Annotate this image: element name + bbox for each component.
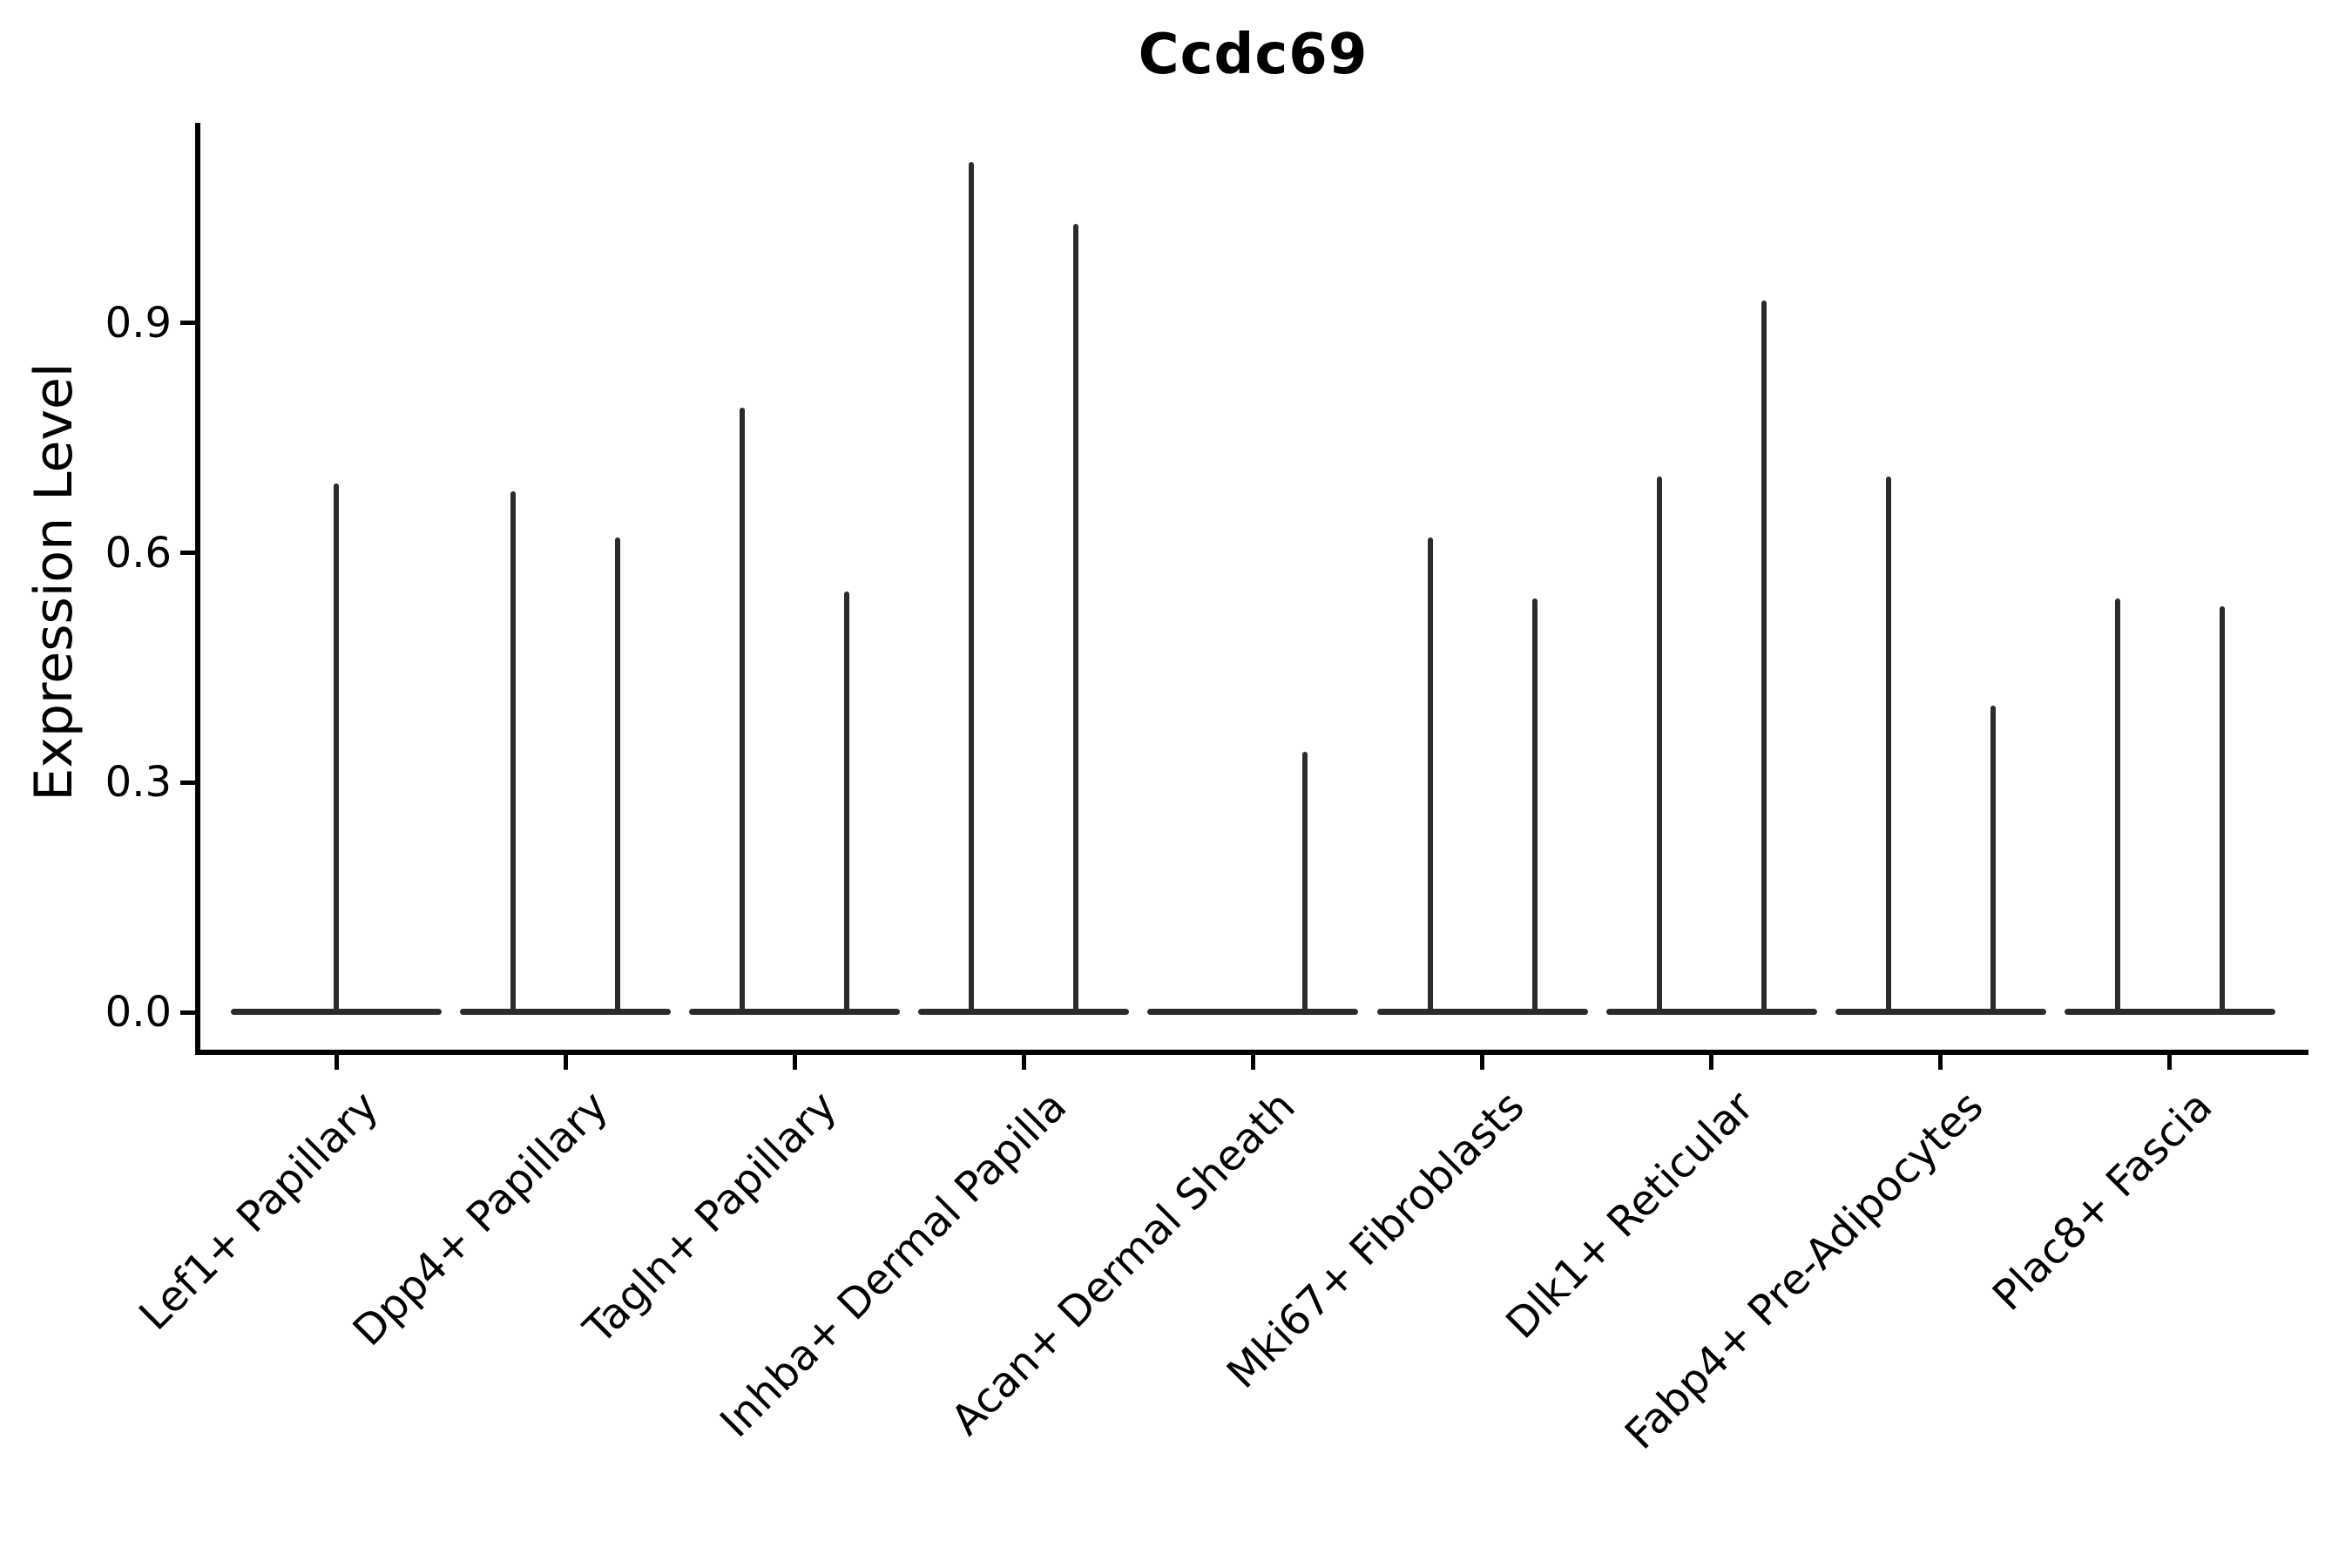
violin-spike (2114, 598, 2120, 1013)
x-tick-mark (1480, 1055, 1484, 1070)
violin-spike (1885, 476, 1891, 1013)
x-tick-mark (1938, 1055, 1943, 1070)
x-axis-spine (195, 1050, 2308, 1055)
x-tick-label: Dlk1+ Reticular (1497, 1082, 1764, 1348)
chart-title: Ccdc69 (1138, 23, 1369, 87)
violin-base (689, 1009, 901, 1015)
y-axis-label: Expression Level (24, 362, 84, 801)
x-tick-label: Plac8+ Fascia (1983, 1082, 2222, 1321)
violin-spike (615, 537, 621, 1013)
y-tick-label: 0.0 (105, 988, 172, 1037)
y-tick-label: 0.3 (105, 758, 172, 808)
x-tick-mark (1021, 1055, 1026, 1070)
x-tick-mark (1250, 1055, 1255, 1070)
violin-spike (740, 407, 746, 1013)
violin-base (1147, 1009, 1359, 1015)
violin-spike (1302, 752, 1308, 1013)
y-tick-mark (180, 780, 196, 785)
violin-spike (334, 483, 339, 1013)
y-tick-mark (180, 1010, 196, 1015)
x-tick-label: Lef1+ Papillary (130, 1082, 389, 1340)
violin-spike (510, 491, 517, 1013)
x-tick-mark (334, 1055, 339, 1070)
violin-spike (844, 591, 850, 1013)
violin-spike (1427, 537, 1433, 1013)
y-tick-mark (180, 551, 196, 556)
violin-base (460, 1009, 672, 1015)
violin-base (1835, 1009, 2046, 1015)
x-tick-mark (563, 1055, 568, 1070)
y-tick-label: 0.6 (105, 528, 172, 578)
violin-base (918, 1009, 1130, 1015)
violin-spike (1656, 476, 1662, 1013)
x-tick-mark (792, 1055, 797, 1070)
y-tick-label: 0.9 (105, 298, 172, 348)
violin-spike (969, 162, 975, 1013)
violin-spike (1990, 706, 1996, 1013)
x-tick-label: Tagln+ Papillary (575, 1082, 847, 1354)
violin-base (1605, 1009, 1817, 1015)
violin-spike (1531, 598, 1538, 1013)
x-tick-mark (2167, 1055, 2173, 1070)
y-tick-mark (180, 321, 196, 326)
violin-spike (1073, 223, 1079, 1013)
x-tick-label: Dpp4+ Papillary (343, 1082, 618, 1356)
y-axis-spine (195, 123, 200, 1055)
x-tick-mark (1709, 1055, 1714, 1070)
violin-spike (1761, 300, 1767, 1013)
violin-spike (2219, 606, 2225, 1013)
violin-base (1376, 1009, 1588, 1015)
violin-base (2064, 1009, 2275, 1015)
